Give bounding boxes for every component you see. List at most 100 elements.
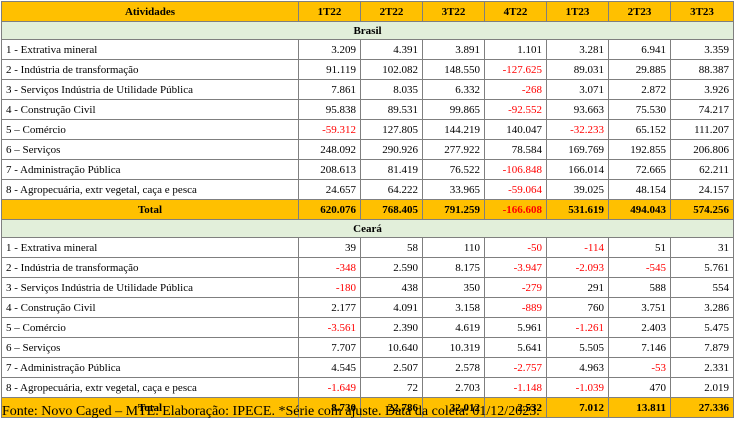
value-cell: 494.043 xyxy=(608,199,671,220)
value-cell: 72 xyxy=(360,377,423,398)
value-cell: 248.092 xyxy=(298,139,361,160)
value-cell: 39.025 xyxy=(546,179,609,200)
value-cell: 32.012 xyxy=(422,397,485,418)
value-cell: 3.209 xyxy=(298,39,361,60)
value-cell: 4.391 xyxy=(360,39,423,60)
value-cell: 2.872 xyxy=(608,79,671,100)
value-cell: -1.148 xyxy=(484,377,547,398)
header-period: 2T22 xyxy=(360,1,423,22)
value-cell: 65.152 xyxy=(608,119,671,140)
value-cell: 791.259 xyxy=(422,199,485,220)
value-cell: -59.064 xyxy=(484,179,547,200)
activity-label: 8 - Agropecuária, extr vegetal, caça e p… xyxy=(1,377,299,398)
value-cell: 588 xyxy=(608,277,671,298)
table-row: 4 - Construção Civil 95.838 89.531 99.865 -9… xyxy=(1,99,734,120)
value-cell: 22.786 xyxy=(360,397,423,418)
value-cell: 51 xyxy=(608,237,671,258)
value-cell: 102.082 xyxy=(360,59,423,80)
value-cell: 768.405 xyxy=(360,199,423,220)
header-period: 1T22 xyxy=(298,1,361,22)
value-cell: -127.625 xyxy=(484,59,547,80)
value-cell: 3.891 xyxy=(422,39,485,60)
activity-label: 3 - Serviços Indústria de Utilidade Públ… xyxy=(1,79,299,100)
value-cell: 2.390 xyxy=(360,317,423,338)
value-cell: -32.233 xyxy=(546,119,609,140)
header-period: 3T23 xyxy=(670,1,734,22)
value-cell: 5.505 xyxy=(546,337,609,358)
value-cell: 5.761 xyxy=(670,257,734,278)
value-cell: 91.119 xyxy=(298,59,361,80)
value-cell: 3.158 xyxy=(422,297,485,318)
activity-label: 6 – Serviços xyxy=(1,337,299,358)
value-cell: 7.861 xyxy=(298,79,361,100)
value-cell: -2.093 xyxy=(546,257,609,278)
table-row: 5 – Comércio -3.561 2.390 4.619 5.961 -1.261 2… xyxy=(1,317,734,338)
value-cell: 760 xyxy=(546,297,609,318)
header-period: 3T22 xyxy=(422,1,485,22)
value-cell: 2.177 xyxy=(298,297,361,318)
section-row: Brasil xyxy=(1,21,734,40)
value-cell: -3.561 xyxy=(298,317,361,338)
value-cell: 148.550 xyxy=(422,59,485,80)
value-cell: 8.175 xyxy=(422,257,485,278)
value-cell: 7.707 xyxy=(298,337,361,358)
value-cell: 48.154 xyxy=(608,179,671,200)
value-cell: 8.035 xyxy=(360,79,423,100)
value-cell: 531.619 xyxy=(546,199,609,220)
value-cell: 290.926 xyxy=(360,139,423,160)
value-cell: 8.730 xyxy=(298,397,361,418)
value-cell: 72.665 xyxy=(608,159,671,180)
value-cell: 58 xyxy=(360,237,423,258)
value-cell: 140.047 xyxy=(484,119,547,140)
value-cell: -889 xyxy=(484,297,547,318)
table-row: 6 – Serviços 7.707 10.640 10.319 5.641 5.505 7… xyxy=(1,337,734,358)
value-cell: 6.332 xyxy=(422,79,485,100)
table-row: 6 – Serviços 248.092 290.926 277.922 78.584 1… xyxy=(1,139,734,160)
activity-label: 2 - Indústria de transformação xyxy=(1,59,299,80)
activity-label: 6 – Serviços xyxy=(1,139,299,160)
value-cell: 620.076 xyxy=(298,199,361,220)
table-row: 8 - Agropecuária, extr vegetal, caça e p… xyxy=(1,377,734,398)
activity-label: 7 - Administração Pública xyxy=(1,159,299,180)
table-row: 5 – Comércio -59.312 127.805 144.219 140.047… xyxy=(1,119,734,140)
value-cell: 166.014 xyxy=(546,159,609,180)
table-row: 7 - Administração Pública 4.545 2.507 2.578… xyxy=(1,357,734,378)
value-cell: 7.146 xyxy=(608,337,671,358)
value-cell: 277.922 xyxy=(422,139,485,160)
value-cell: -106.848 xyxy=(484,159,547,180)
value-cell: 5.961 xyxy=(484,317,547,338)
value-cell: 2.019 xyxy=(670,377,734,398)
value-cell: 110 xyxy=(422,237,485,258)
source-note: Fonte: Novo Caged – MTE. Elaboração: IPE… xyxy=(2,404,540,419)
total-row: Total 8.730 22.786 32.012 2.532 7.012 13.811 27… xyxy=(1,397,734,418)
value-cell: 13.811 xyxy=(608,397,671,418)
value-cell: 4.091 xyxy=(360,297,423,318)
value-cell: 4.545 xyxy=(298,357,361,378)
value-cell: 2.507 xyxy=(360,357,423,378)
table-row: 3 - Serviços Indústria de Utilidade Públ… xyxy=(1,277,734,298)
value-cell: 75.530 xyxy=(608,99,671,120)
value-cell: 81.419 xyxy=(360,159,423,180)
header-period: 2T23 xyxy=(608,1,671,22)
value-cell: 2.578 xyxy=(422,357,485,378)
value-cell: 470 xyxy=(608,377,671,398)
activity-label: 1 - Extrativa mineral xyxy=(1,237,299,258)
value-cell: 3.926 xyxy=(670,79,734,100)
value-cell: 111.207 xyxy=(670,119,734,140)
value-cell: 7.012 xyxy=(546,397,609,418)
section-row: Ceará xyxy=(1,219,734,238)
table-row: 2 - Indústria de transformação 91.119 102.… xyxy=(1,59,734,80)
value-cell: 574.256 xyxy=(670,199,734,220)
value-cell: -166.608 xyxy=(484,199,547,220)
value-cell: 169.769 xyxy=(546,139,609,160)
value-cell: -180 xyxy=(298,277,361,298)
table-row: 8 - Agropecuária, extr vegetal, caça e p… xyxy=(1,179,734,200)
value-cell: 24.157 xyxy=(670,179,734,200)
value-cell: 438 xyxy=(360,277,423,298)
header-row: Atividades 1T22 2T22 3T22 4T22 1T23 2T23… xyxy=(1,1,734,22)
value-cell: -268 xyxy=(484,79,547,100)
value-cell: 3.751 xyxy=(608,297,671,318)
value-cell: 10.319 xyxy=(422,337,485,358)
value-cell: 5.641 xyxy=(484,337,547,358)
